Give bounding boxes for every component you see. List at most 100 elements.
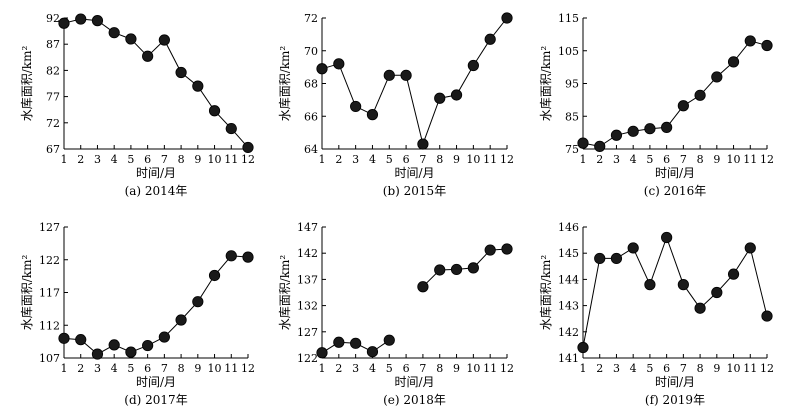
data-point (627, 242, 639, 254)
x-axis-label: 时间/月 (394, 375, 434, 389)
x-tick-label: 10 (466, 362, 480, 375)
x-tick-label: 1 (580, 153, 587, 166)
data-point (75, 334, 87, 346)
x-tick-label: 3 (352, 153, 359, 166)
data-point (761, 310, 773, 322)
series-line (63, 255, 249, 355)
x-tick-label: 7 (680, 153, 687, 166)
y-tick-label: 75 (565, 143, 579, 156)
y-tick-label: 107 (39, 352, 60, 365)
x-tick-label: 5 (127, 153, 134, 166)
x-tick-label: 4 (369, 153, 376, 166)
x-tick-label: 8 (178, 153, 185, 166)
chart-caption: (f) 2019年 (645, 393, 705, 407)
x-tick-label: 9 (453, 362, 460, 375)
data-point (594, 140, 606, 152)
x-tick-label: 2 (335, 153, 342, 166)
data-point (644, 279, 656, 291)
y-tick-label: 82 (46, 64, 60, 77)
data-point (501, 243, 513, 255)
x-tick-label: 3 (613, 362, 620, 375)
x-tick-label: 8 (697, 362, 704, 375)
x-tick-label: 12 (241, 153, 255, 166)
data-point (366, 109, 379, 121)
data-point (242, 251, 254, 263)
x-axis-label: 时间/月 (655, 375, 695, 389)
chart-caption: (b) 2015年 (383, 184, 446, 198)
data-point (91, 348, 104, 360)
data-point (350, 337, 362, 349)
data-point (125, 33, 137, 45)
data-point (711, 286, 723, 299)
x-tick-label: 9 (453, 153, 460, 166)
y-tick-label: 115 (558, 12, 579, 25)
x-tick-label: 1 (61, 362, 68, 375)
data-point (350, 100, 362, 113)
data-point (484, 33, 496, 45)
data-point (225, 250, 237, 262)
data-point (610, 252, 623, 265)
y-tick-label: 77 (46, 91, 60, 104)
data-point (594, 252, 606, 265)
data-point (610, 129, 623, 141)
y-tick-label: 64 (304, 143, 318, 156)
x-tick-label: 10 (466, 153, 480, 166)
x-tick-label: 4 (630, 362, 637, 375)
y-tick-label: 122 (39, 254, 60, 267)
chart-caption: (e) 2018年 (383, 393, 446, 407)
x-tick-label: 10 (208, 153, 222, 166)
x-tick-label: 11 (743, 153, 757, 166)
x-tick-label: 3 (613, 153, 620, 166)
x-tick-label: 5 (646, 362, 653, 375)
data-point (192, 296, 204, 308)
x-tick-label: 2 (77, 153, 84, 166)
x-tick-label: 1 (319, 153, 326, 166)
data-point (192, 80, 204, 92)
y-tick-label: 132 (297, 300, 318, 313)
data-point (316, 63, 328, 75)
x-tick-label: 9 (713, 153, 720, 166)
data-point (627, 125, 639, 137)
x-tick-label: 2 (596, 362, 603, 375)
data-point (434, 264, 446, 276)
series-line (582, 236, 768, 348)
data-point (91, 15, 104, 27)
data-point (577, 137, 589, 149)
x-tick-label: 5 (386, 362, 393, 375)
x-tick-label: 3 (94, 362, 101, 375)
data-point (383, 69, 395, 81)
y-tick-label: 87 (46, 38, 60, 51)
chart-caption: (a) 2014年 (125, 184, 188, 198)
data-point (694, 89, 706, 101)
x-axis-label: 时间/月 (394, 166, 434, 180)
y-tick-label: 70 (304, 45, 318, 58)
y-axis-label: 水库面积/km² (538, 46, 553, 122)
y-tick-label: 127 (297, 326, 318, 339)
data-point (727, 56, 740, 68)
data-point (175, 66, 187, 79)
x-tick-label: 4 (111, 153, 118, 166)
data-point (158, 331, 170, 343)
x-tick-label: 4 (630, 153, 637, 166)
x-tick-label: 2 (596, 153, 603, 166)
x-axis-label: 时间/月 (136, 375, 176, 389)
x-tick-label: 9 (713, 362, 720, 375)
data-point (744, 242, 756, 254)
x-tick-label: 12 (241, 362, 255, 375)
y-tick-label: 112 (39, 319, 60, 332)
x-axis-label: 时间/月 (655, 166, 695, 180)
x-tick-label: 6 (144, 362, 151, 375)
x-tick-label: 7 (680, 362, 687, 375)
data-point (450, 89, 463, 101)
x-tick-label: 5 (386, 153, 393, 166)
x-tick-label: 5 (127, 362, 134, 375)
y-tick-label: 141 (558, 352, 579, 365)
x-tick-label: 12 (500, 153, 514, 166)
y-tick-label: 92 (46, 12, 60, 25)
y-axis-label: 水库面积/km² (19, 46, 34, 122)
x-tick-label: 2 (335, 362, 342, 375)
data-point (58, 17, 70, 29)
